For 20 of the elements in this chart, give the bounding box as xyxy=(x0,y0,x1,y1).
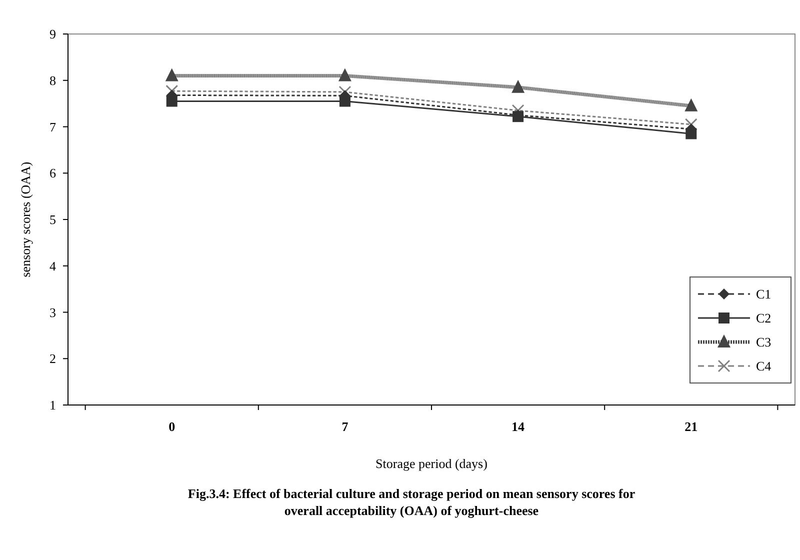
y-tick-label: 4 xyxy=(50,258,56,274)
legend-label: C3 xyxy=(756,334,772,350)
x-axis-title: Storage period (days) xyxy=(376,456,488,471)
legend-label: C4 xyxy=(756,358,772,374)
text: Fig.3.4: Effect of bacterial culture and storage period on mean sensory scores for overall acceptability (OAA) of yoghurt-cheese xyxy=(188,486,636,518)
legend-label: C2 xyxy=(756,310,772,326)
y-tick-label: 2 xyxy=(50,351,56,366)
legend-label: C1 xyxy=(756,286,772,302)
y-tick-label: 6 xyxy=(50,166,56,181)
x-tick-label: 21 xyxy=(684,419,698,434)
y-tick-label: 3 xyxy=(50,304,56,320)
y-tick-label: 5 xyxy=(50,212,56,228)
y-axis-title: sensory scores (OAA) xyxy=(18,162,33,278)
y-tick-label: 1 xyxy=(50,398,56,413)
x-tick-label: 14 xyxy=(512,419,526,434)
y-tick-label: 7 xyxy=(50,119,56,134)
x-tick-label: 0 xyxy=(168,419,176,434)
x-tick-label: 7 xyxy=(342,419,349,434)
y-tick-label: 8 xyxy=(50,72,56,88)
y-tick-label: 9 xyxy=(50,26,56,42)
